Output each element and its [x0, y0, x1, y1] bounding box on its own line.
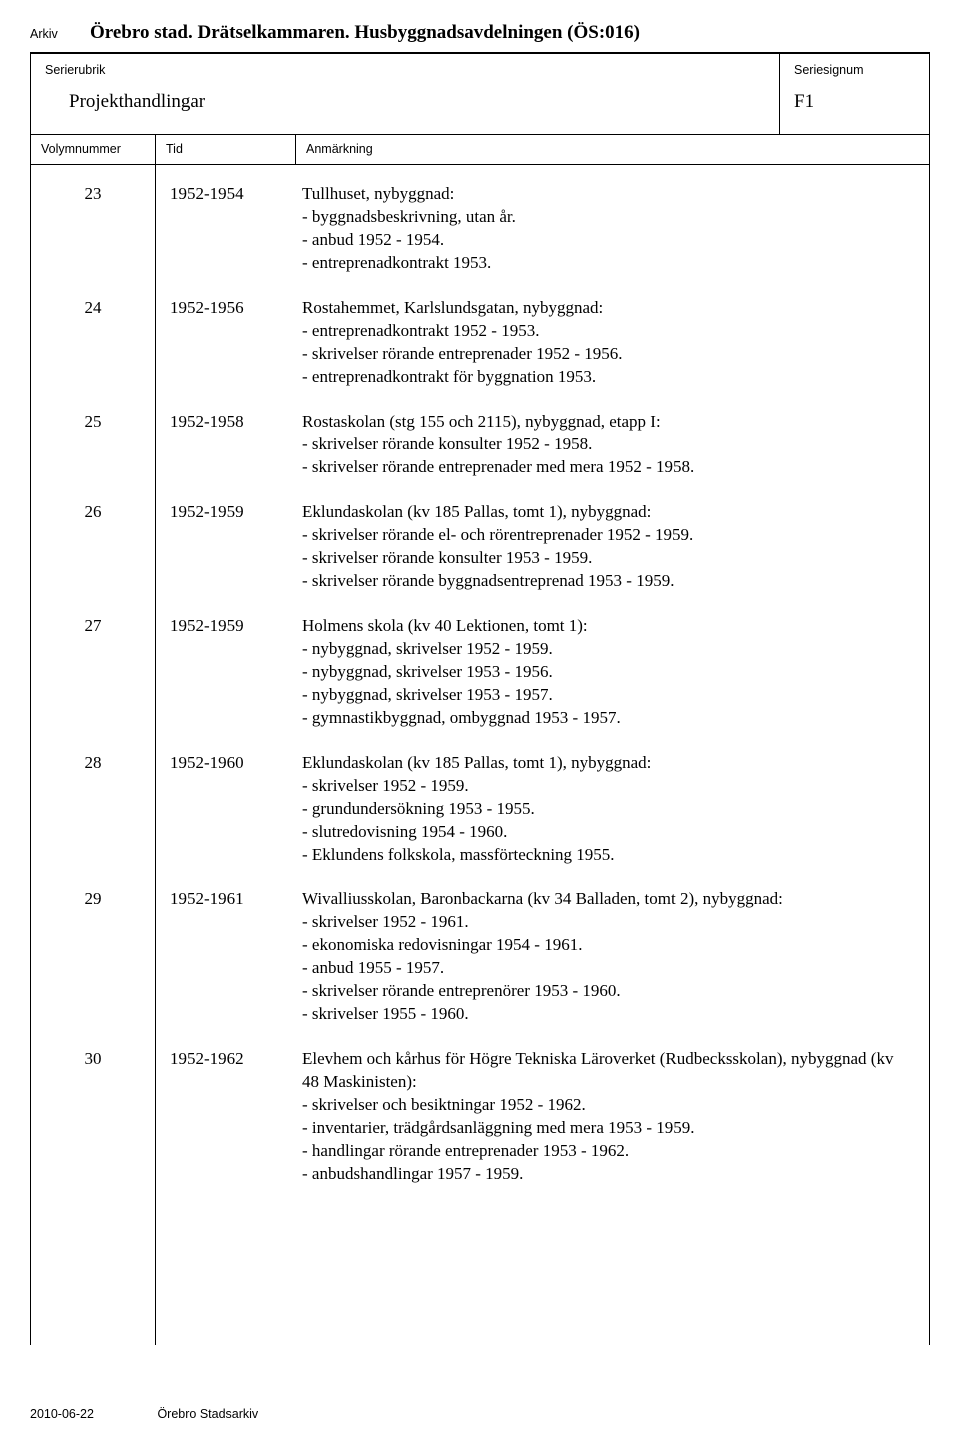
anmarkning-line: - handlingar rörande entreprenader 1953 … [302, 1140, 905, 1163]
anmarkning-line: Elevhem och kårhus för Högre Tekniska Lä… [302, 1048, 905, 1094]
anmarkning-line: - skrivelser rörande el- och rörentrepre… [302, 524, 905, 547]
arkiv-label: Arkiv [30, 20, 90, 43]
anmarkning-line: - nybyggnad, skrivelser 1952 - 1959. [302, 638, 905, 661]
anmarkning-line: - skrivelser och besiktningar 1952 - 196… [302, 1094, 905, 1117]
tid-value: 1952-1961 [156, 888, 296, 1026]
spacer [41, 933, 145, 1048]
serierubrik-value: Projekthandlingar [45, 89, 765, 115]
anmarkning-line: - slutredovisning 1954 - 1960. [302, 821, 905, 844]
volume-column: 23 24 25 26 27 28 29 30 [31, 165, 156, 1345]
table-row: 1952-1959 Eklundaskolan (kv 185 Pallas, t… [156, 501, 919, 593]
seriesignum-value: F1 [794, 89, 915, 115]
anmarkning-line: - anbud 1952 - 1954. [302, 229, 905, 252]
anmarkning-line: Eklundaskolan (kv 185 Pallas, tomt 1), n… [302, 501, 905, 524]
anmarkning-line: - Eklundens folkskola, massförteckning 1… [302, 844, 905, 867]
anmarkning-value: Wivalliusskolan, Baronbackarna (kv 34 Ba… [296, 888, 919, 1026]
table-row: 1952-1954Tullhuset, nybyggnad:- byggnads… [156, 183, 919, 275]
volume-number: 28 [41, 752, 145, 775]
document-frame: Serierubrik Projekthandlingar Seriesignu… [30, 52, 930, 1345]
meta-row: Serierubrik Projekthandlingar Seriesignu… [31, 53, 929, 135]
tid-value: 1952-1956 [156, 297, 296, 389]
anmarkning-line: - gymnastikbyggnad, ombyggnad 1953 - 195… [302, 707, 905, 730]
content-column: 1952-1954Tullhuset, nybyggnad:- byggnads… [156, 165, 929, 1345]
tid-value: 1952-1959 [156, 615, 296, 730]
table-row: 1952-1959Holmens skola (kv 40 Lektionen,… [156, 615, 919, 730]
spacer [41, 546, 145, 615]
serierubrik-cell: Serierubrik Projekthandlingar [31, 54, 779, 135]
tid-value: 1952-1954 [156, 183, 296, 275]
anmarkning-line: - skrivelser rörande konsulter 1952 - 19… [302, 433, 905, 456]
page: Arkiv Örebro stad. Drätselkammaren. Husb… [0, 0, 960, 1345]
spacer [41, 797, 145, 889]
anmarkning-line: - entreprenadkontrakt för byggnation 195… [302, 366, 905, 389]
col-header-anmarkning: Anmärkning [296, 135, 929, 164]
anmarkning-line: - anbudshandlingar 1957 - 1959. [302, 1163, 905, 1186]
anmarkning-line: - ekonomiska redovisningar 1954 - 1961. [302, 934, 905, 957]
anmarkning-line: - byggnadsbeskrivning, utan år. [302, 206, 905, 229]
table-row: 1952-1958 Rostaskolan (stg 155 och 2115),… [156, 411, 919, 480]
anmarkning-line: Eklundaskolan (kv 185 Pallas, tomt 1), n… [302, 752, 905, 775]
anmarkning-line: - skrivelser rörande konsulter 1953 - 19… [302, 547, 905, 570]
volume-number: 24 [41, 297, 145, 320]
column-headers: Volymnummer Tid Anmärkning [31, 134, 929, 165]
anmarkning-line: - anbud 1955 - 1957. [302, 957, 905, 980]
tid-value: 1952-1959 [156, 501, 296, 593]
volume-number: 23 [41, 183, 145, 206]
volume-number: 27 [41, 615, 145, 638]
table-body: 2324252627282930 1952-1954Tullhuset, nyb… [31, 165, 929, 1345]
footer-date: 2010-06-22 [30, 1407, 94, 1421]
header-row: Arkiv Örebro stad. Drätselkammaren. Husb… [30, 20, 930, 46]
archive-title: Örebro stad. Drätselkammaren. Husbyggnad… [90, 20, 640, 46]
spacer [41, 455, 145, 501]
anmarkning-value: Eklundaskolan (kv 185 Pallas, tomt 1), n… [296, 501, 919, 593]
anmarkning-line: Rostaskolan (stg 155 och 2115), nybyggna… [302, 411, 905, 434]
anmarkning-value: Rostaskolan (stg 155 och 2115), nybyggna… [296, 411, 919, 480]
footer: 2010-06-22 Örebro Stadsarkiv [30, 1406, 258, 1423]
anmarkning-line: Rostahemmet, Karlslundsgatan, nybyggnad: [302, 297, 905, 320]
anmarkning-line: - nybyggnad, skrivelser 1953 - 1957. [302, 684, 905, 707]
anmarkning-line: - inventarier, trädgårdsanläggning med m… [302, 1117, 905, 1140]
table-row: 1952-1961 Wivalliusskolan, Baronbackarna … [156, 888, 919, 1026]
spacer [41, 660, 145, 752]
volume-number: 29 [41, 888, 145, 911]
col-header-volymnummer: Volymnummer [31, 135, 156, 164]
anmarkning-line: - skrivelser rörande entreprenörer 1953 … [302, 980, 905, 1003]
anmarkning-line: - skrivelser 1952 - 1961. [302, 911, 905, 934]
anmarkning-value: Elevhem och kårhus för Högre Tekniska Lä… [296, 1048, 919, 1186]
tid-value: 1952-1962 [156, 1048, 296, 1186]
anmarkning-line: Wivalliusskolan, Baronbackarna (kv 34 Ba… [302, 888, 905, 911]
serierubrik-label: Serierubrik [45, 62, 765, 79]
anmarkning-value: Holmens skola (kv 40 Lektionen, tomt 1):… [296, 615, 919, 730]
table-row: 1952-1962Elevhem och kårhus för Högre Te… [156, 1048, 919, 1186]
anmarkning-line: - entreprenadkontrakt 1953. [302, 252, 905, 275]
volume-number: 26 [41, 501, 145, 524]
anmarkning-line: - skrivelser rörande entreprenader 1952 … [302, 343, 905, 366]
anmarkning-value: Tullhuset, nybyggnad:- byggnadsbeskrivni… [296, 183, 919, 275]
seriesignum-label: Seriesignum [794, 62, 915, 79]
anmarkning-line: - grundundersökning 1953 - 1955. [302, 798, 905, 821]
table-row: 1952-1960 Eklundaskolan (kv 185 Pallas, t… [156, 752, 919, 867]
spacer [41, 1093, 145, 1208]
anmarkning-line: - skrivelser rörande byggnadsentreprenad… [302, 570, 905, 593]
volume-number: 30 [41, 1048, 145, 1071]
anmarkning-value: Eklundaskolan (kv 185 Pallas, tomt 1), n… [296, 752, 919, 867]
anmarkning-line: - skrivelser 1952 - 1959. [302, 775, 905, 798]
table-row: 1952-1956Rostahemmet, Karlslundsgatan, n… [156, 297, 919, 389]
spacer [41, 228, 145, 297]
footer-source: Örebro Stadsarkiv [157, 1407, 258, 1421]
tid-value: 1952-1960 [156, 752, 296, 867]
volume-number: 25 [41, 411, 145, 434]
anmarkning-line: Holmens skola (kv 40 Lektionen, tomt 1): [302, 615, 905, 638]
anmarkning-line: - skrivelser 1955 - 1960. [302, 1003, 905, 1026]
anmarkning-value: Rostahemmet, Karlslundsgatan, nybyggnad:… [296, 297, 919, 389]
tid-value: 1952-1958 [156, 411, 296, 480]
anmarkning-line: - skrivelser rörande entreprenader med m… [302, 456, 905, 479]
col-header-tid: Tid [156, 135, 296, 164]
spacer [41, 342, 145, 411]
anmarkning-line: Tullhuset, nybyggnad: [302, 183, 905, 206]
anmarkning-line: - entreprenadkontrakt 1952 - 1953. [302, 320, 905, 343]
seriesignum-cell: Seriesignum F1 [779, 54, 929, 135]
anmarkning-line: - nybyggnad, skrivelser 1953 - 1956. [302, 661, 905, 684]
